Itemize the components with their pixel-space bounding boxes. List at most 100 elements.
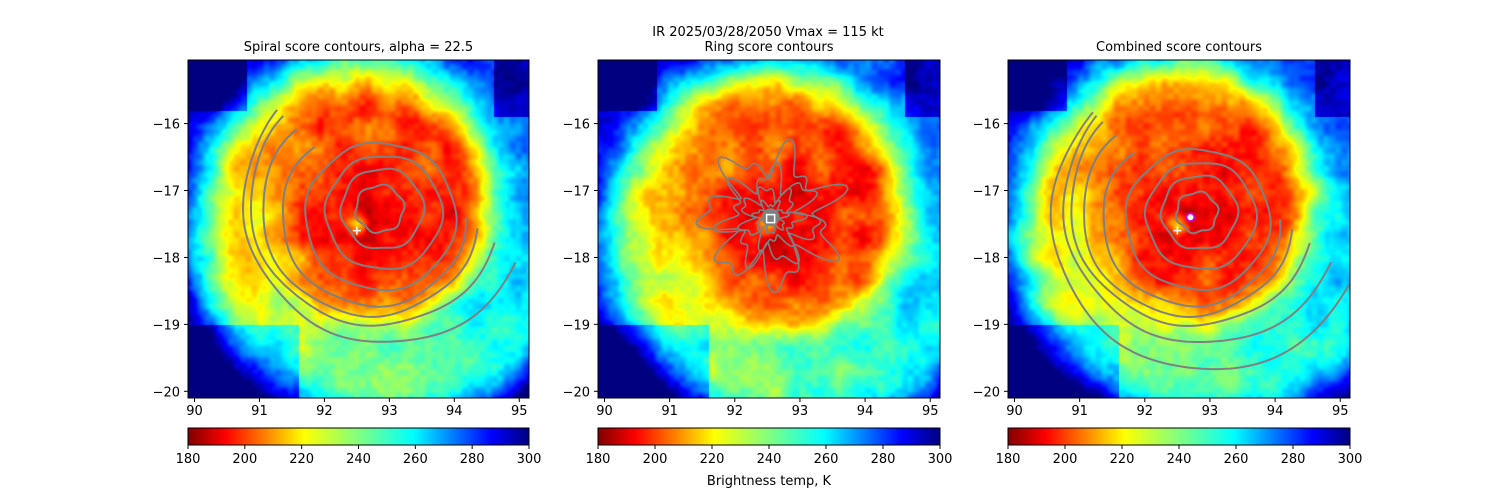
colorbar-1: 180 200 220 240 260 280 300 [586, 427, 953, 467]
colorbar-tick-label: 180 [996, 452, 1021, 467]
best-track-marker [1173, 226, 1182, 235]
x-tick-label: 93 [792, 404, 809, 419]
colorbar-tick-label: 180 [176, 452, 201, 467]
panel-title: Spiral score contours, alpha = 22.5 [244, 40, 473, 55]
y-tick-label: −20 [153, 385, 180, 400]
contour-line [242, 109, 517, 343]
colorbar-tick-label: 260 [814, 452, 839, 467]
y-tick-label: −16 [563, 118, 590, 133]
x-tick-label: 92 [727, 404, 744, 419]
colorbar-gradient [187, 427, 530, 446]
y-tick-label: −19 [153, 318, 180, 333]
colorbar-tick-label: 200 [232, 452, 257, 467]
colorbar-tick-label: 300 [517, 452, 542, 467]
contour-line [250, 115, 496, 327]
x-tick-label: 94 [1267, 404, 1284, 419]
contour-line [1143, 162, 1259, 270]
y-tick-label: −18 [973, 251, 1000, 266]
marker-layer [352, 226, 361, 235]
x-axis: 90 91 92 93 94 95 [186, 398, 528, 419]
x-tick-label: 90 [186, 404, 203, 419]
colorbar-tick-label: 280 [871, 452, 896, 467]
contour-line [1083, 134, 1294, 319]
contour-line [1070, 121, 1311, 328]
x-tick-label: 95 [922, 404, 939, 419]
y-axis: −16 −17 −18 −19 −20 [563, 118, 598, 400]
panel-title: Ring score contours [704, 40, 833, 55]
colorbar-tick-label: 240 [1167, 452, 1192, 467]
marker-layer [1173, 212, 1196, 235]
colorbar-gradient [597, 427, 941, 446]
x-tick-label: 94 [857, 404, 874, 419]
contour-line [1124, 147, 1272, 291]
axes-frame [1007, 59, 1351, 399]
colorbar-tick-label: 220 [700, 452, 725, 467]
colorbar-tick-label: 280 [1281, 452, 1306, 467]
contour-line [1102, 151, 1282, 308]
colorbar-tick-label: 200 [1053, 452, 1078, 467]
suptitle: IR 2025/03/28/2050 Vmax = 115 kt [652, 25, 883, 40]
colorbar-2: 180 200 220 240 260 280 300 [996, 427, 1363, 467]
x-tick-label: 93 [381, 404, 398, 419]
colorbar-tick-label: 240 [757, 452, 782, 467]
y-tick-label: −18 [563, 251, 590, 266]
marker-layer [765, 213, 776, 224]
y-tick-label: −16 [153, 118, 180, 133]
ir-heatmap [598, 60, 940, 398]
x-tick-label: 90 [596, 404, 613, 419]
colorbar-tick-label: 280 [460, 452, 485, 467]
colorbar-tick-label: 220 [289, 452, 314, 467]
y-tick-label: −19 [563, 318, 590, 333]
ir-heatmap [1008, 60, 1350, 398]
contour-line [1174, 190, 1220, 235]
colorbar-label: Brightness temp, K [707, 474, 832, 489]
panel-combined: Combined score contours 90 91 92 93 94 95 −16… [973, 40, 1351, 419]
contour-layer [1049, 111, 1350, 371]
ring-center-marker [765, 213, 776, 224]
colorbar-tick-label: 300 [928, 452, 953, 467]
y-tick-label: −17 [563, 185, 590, 200]
axes-frame [597, 59, 941, 399]
y-axis: −16 −17 −18 −19 −20 [153, 118, 188, 400]
x-tick-label: 92 [316, 404, 333, 419]
y-axis: −16 −17 −18 −19 −20 [973, 118, 1008, 400]
best-track-marker [352, 226, 361, 235]
contour-line [304, 141, 458, 292]
panel-title: Combined score contours [1096, 40, 1262, 55]
ring-core [761, 208, 780, 227]
y-tick-label: −18 [153, 251, 180, 266]
x-axis: 90 91 92 93 94 95 [1006, 398, 1349, 419]
x-tick-label: 92 [1137, 404, 1154, 419]
y-tick-label: −17 [973, 185, 1000, 200]
colorbar-tick-label: 260 [403, 452, 428, 467]
contour-line [354, 183, 406, 235]
colorbar-gradient [1007, 427, 1351, 446]
y-tick-label: −16 [973, 118, 1000, 133]
colorbar-tick-label: 240 [346, 452, 371, 467]
colorbar-tick-label: 180 [586, 452, 611, 467]
x-tick-label: 91 [661, 404, 678, 419]
contour-line [712, 161, 822, 270]
x-axis: 90 91 92 93 94 95 [596, 398, 939, 419]
contour-line [1062, 115, 1332, 343]
colorbar-tick-label: 200 [643, 452, 668, 467]
colorbar-tick-label: 260 [1224, 452, 1249, 467]
contour-line [282, 146, 467, 308]
colorbar-tick-label: 220 [1110, 452, 1135, 467]
panel-spiral: Spiral score contours, alpha = 22.5 90 91… [153, 40, 530, 419]
contour-layer [242, 109, 517, 343]
contour-line [1049, 111, 1350, 371]
axes-frame [187, 59, 530, 399]
x-tick-label: 93 [1202, 404, 1219, 419]
x-tick-label: 91 [1071, 404, 1088, 419]
contour-line [695, 138, 849, 294]
panel-ring: Ring score contours 90 91 92 93 94 95 −16 −17 −… [563, 40, 941, 419]
y-tick-label: −17 [153, 185, 180, 200]
y-tick-label: −20 [973, 385, 1000, 400]
x-tick-label: 95 [511, 404, 528, 419]
colorbar-tick-label: 300 [1338, 452, 1363, 467]
x-tick-label: 95 [1332, 404, 1349, 419]
contour-line [323, 155, 445, 270]
contour-line [1159, 174, 1240, 250]
